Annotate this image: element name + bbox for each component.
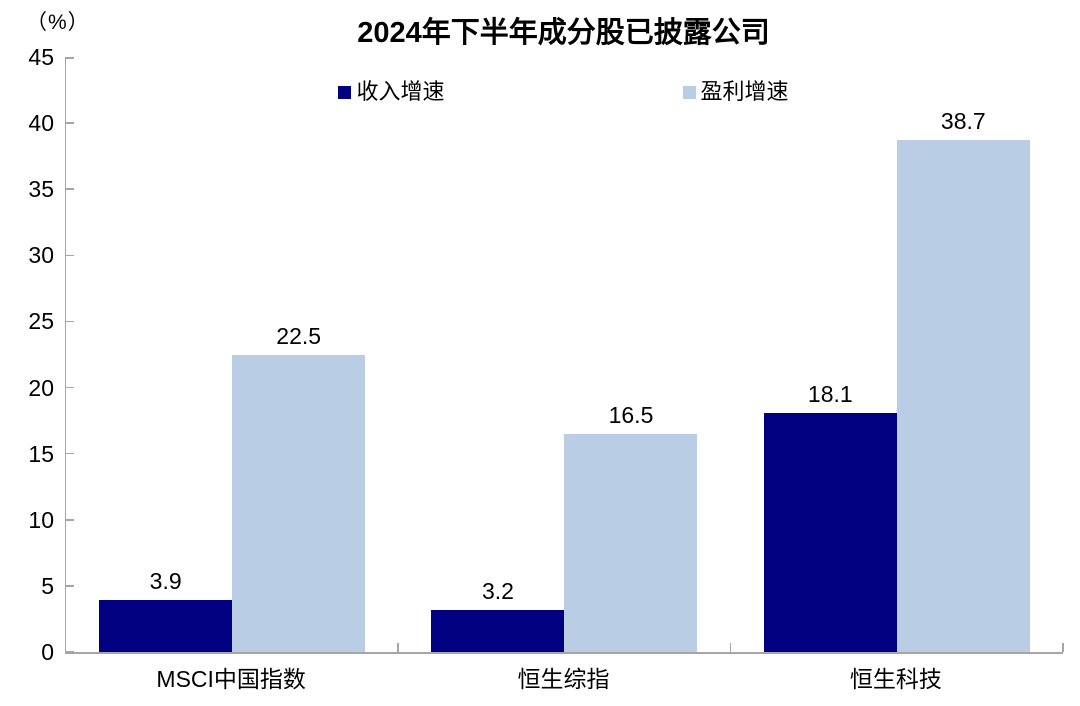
bar-盈利增速: 22.5 <box>232 323 366 652</box>
legend-label: 收入增速 <box>356 79 445 104</box>
legend-item: 盈利增速 <box>682 79 789 105</box>
x-axis-labels: MSCI中国指数 恒生综指 恒生科技 <box>65 665 1062 693</box>
legend-swatch-icon <box>682 85 696 99</box>
bar-group: 3.2 16.5 <box>398 57 730 652</box>
y-tick-label: 10 <box>28 506 54 533</box>
legend-swatch-icon <box>338 85 352 99</box>
y-tick-label: 35 <box>28 176 54 203</box>
y-tick-label: 45 <box>28 44 54 70</box>
bar-收入增速: 18.1 <box>763 381 897 652</box>
bar-value-label: 16.5 <box>608 401 654 428</box>
y-tick-label: 15 <box>28 440 54 467</box>
x-category-label: 恒生综指 <box>517 666 610 692</box>
y-tick-label: 0 <box>41 639 54 665</box>
x-tick-mark <box>729 643 732 652</box>
y-tick-label: 25 <box>28 308 54 335</box>
y-tick-mark <box>66 452 74 455</box>
legend-label: 盈利增速 <box>700 79 789 104</box>
bar-盈利增速: 38.7 <box>896 108 1030 652</box>
x-tick-mark <box>397 643 399 652</box>
y-tick-mark <box>66 519 74 521</box>
y-tick-label: 30 <box>28 242 54 269</box>
y-tick-mark <box>66 254 74 257</box>
bar-group: 18.1 38.7 <box>731 57 1063 652</box>
bar-value-label: 38.7 <box>940 108 986 135</box>
chart-title: 2024年下半年成分股已披露公司 <box>357 17 770 49</box>
y-tick-mark <box>66 386 74 389</box>
y-tick-label: 5 <box>41 572 54 599</box>
bar-收入增速: 3.9 <box>99 568 233 652</box>
bar-value-label: 3.2 <box>481 577 514 604</box>
y-tick-label: 20 <box>28 374 54 401</box>
chart-legend: 收入增速 盈利增速 <box>65 79 1062 105</box>
bar-盈利增速: 16.5 <box>564 402 698 652</box>
y-tick-mark <box>66 57 74 59</box>
plot-area: 0 5 10 15 20 25 30 35 40 45 3.9 22.5 3.2 16.5 18.1 38.7 <box>28 44 1064 665</box>
x-tick-mark <box>1062 643 1064 652</box>
y-tick-mark <box>66 651 74 653</box>
bar-value-label: 18.1 <box>807 380 853 407</box>
y-axis-unit-label: （%） <box>26 11 90 34</box>
y-tick-mark <box>66 320 74 323</box>
x-category-label: MSCI中国指数 <box>156 666 306 692</box>
y-tick-mark <box>66 122 74 124</box>
legend-item: 收入增速 <box>338 79 445 105</box>
bar-收入增速: 3.2 <box>431 578 565 652</box>
y-tick-mark <box>66 585 74 587</box>
bar-value-label: 22.5 <box>276 322 322 349</box>
y-tick-label: 40 <box>28 110 54 137</box>
bar-group: 3.9 22.5 <box>66 57 398 652</box>
y-tick-mark <box>66 188 74 190</box>
x-category-label: 恒生科技 <box>849 666 942 692</box>
bar-value-label: 3.9 <box>149 568 182 595</box>
